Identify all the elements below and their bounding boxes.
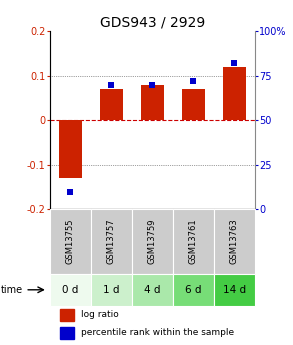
Text: log ratio: log ratio (81, 310, 118, 319)
Text: 1 d: 1 d (103, 285, 120, 295)
Bar (100, 89, 123, 120)
Text: GSM13759: GSM13759 (148, 219, 157, 264)
Text: GSM13757: GSM13757 (107, 219, 116, 264)
Bar (223, 67, 246, 120)
Point (109, 82, 114, 87)
Bar (141, 85, 163, 120)
Bar (60, 309, 74, 321)
Bar (132, 209, 173, 274)
Bar (173, 274, 214, 306)
Point (191, 78, 196, 84)
Bar (91, 209, 132, 274)
Bar (91, 274, 132, 306)
Bar (59, 120, 81, 178)
Bar (132, 274, 173, 306)
Text: 14 d: 14 d (223, 285, 246, 295)
Text: percentile rank within the sample: percentile rank within the sample (81, 328, 234, 337)
Bar (182, 89, 205, 120)
Text: 4 d: 4 d (144, 285, 161, 295)
Bar (60, 327, 74, 339)
Title: GDS943 / 2929: GDS943 / 2929 (100, 16, 205, 30)
Text: GSM13763: GSM13763 (230, 219, 239, 265)
Bar (50, 209, 91, 274)
Bar (214, 209, 255, 274)
Bar (50, 274, 91, 306)
Bar (173, 209, 214, 274)
Point (68, 189, 73, 195)
Point (150, 82, 155, 87)
Bar (214, 274, 255, 306)
Text: GSM13755: GSM13755 (66, 219, 75, 264)
Text: time: time (1, 285, 23, 295)
Text: GSM13761: GSM13761 (189, 219, 198, 264)
Text: 6 d: 6 d (185, 285, 202, 295)
Text: 0 d: 0 d (62, 285, 79, 295)
Point (232, 60, 237, 66)
